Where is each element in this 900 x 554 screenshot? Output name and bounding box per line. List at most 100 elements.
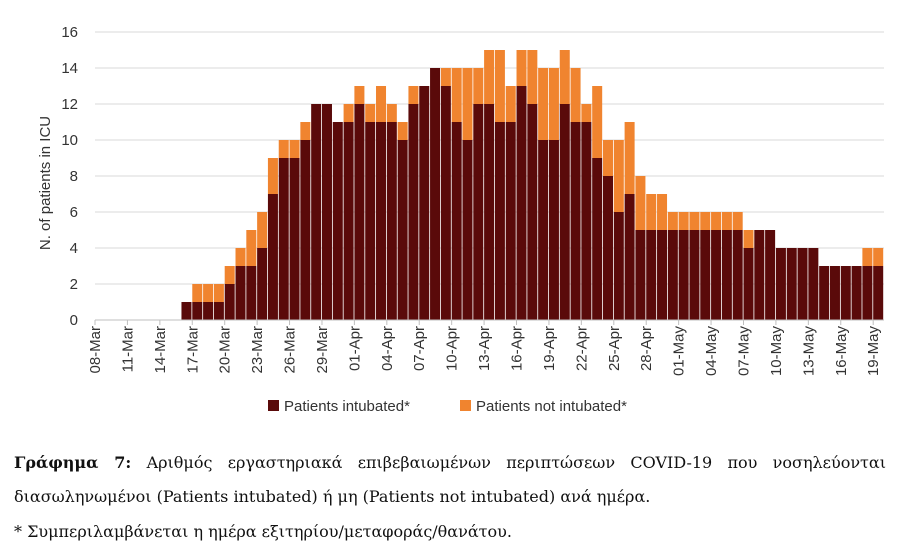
bar-intubated [689,230,700,320]
y-tick-label: 6 [70,204,78,221]
axes: 0 2 4 6 8 10 12 14 16 08-Mar 11-Mar 14-Mar 17-Mar 20-… [61,24,884,376]
y-tick-label: 12 [61,96,78,113]
x-tick-label: 26-Mar [282,326,299,374]
bar-intubated [192,302,203,320]
bar-not-intubated [678,212,689,230]
bar-intubated [300,140,311,320]
x-tick-label: 25-Apr [606,326,623,371]
bar-not-intubated [700,212,711,230]
bar-intubated [408,104,419,320]
bar-intubated [224,284,235,320]
bar-intubated [386,122,397,320]
bar-not-intubated [451,68,462,122]
bar-not-intubated [862,248,873,266]
bar-intubated [419,86,430,320]
bar-not-intubated [354,86,365,104]
bar-intubated [343,122,354,320]
x-tick-label: 22-Apr [573,326,590,371]
bar-intubated [376,122,387,320]
bar-not-intubated [408,86,419,104]
x-tick-label: 19-May [865,326,882,377]
y-tick-label: 10 [61,132,78,149]
y-tick-label: 16 [61,24,78,41]
bar-intubated [311,104,322,320]
x-tick-label: 10-Apr [444,326,461,371]
bar-not-intubated [624,122,635,194]
bar-not-intubated [300,122,311,140]
bar-not-intubated [235,248,246,266]
x-tick-label: 28-Apr [638,326,655,371]
bar-intubated [765,230,776,320]
bar-not-intubated [289,140,300,158]
bar-intubated [700,230,711,320]
x-tick-label: 08-Mar [87,326,104,374]
y-tick-label: 14 [61,60,78,77]
x-tick-label: 01-May [671,326,688,377]
caption-text-1: Αριθμός εργαστηριακά επιβεβαιωμένων περι… [146,453,886,472]
bar-not-intubated [667,212,678,230]
bar-not-intubated [548,68,559,140]
bar-intubated [743,248,754,320]
x-tick-label: 04-Apr [379,326,396,371]
bar-intubated [267,194,278,320]
bar-intubated [538,140,549,320]
bar-intubated [473,104,484,320]
bar-intubated [581,122,592,320]
bar-intubated [397,140,408,320]
bar-not-intubated [743,230,754,248]
bar-not-intubated [343,104,354,122]
bar-intubated [213,302,224,320]
bar-intubated [775,248,786,320]
bar-intubated [829,266,840,320]
bar-intubated [289,158,300,320]
bar-intubated [505,122,516,320]
bar-not-intubated [473,68,484,104]
bar-not-intubated [376,86,387,122]
bar-intubated [711,230,722,320]
bar-intubated [451,122,462,320]
bar-not-intubated [646,194,657,230]
bar-not-intubated [527,50,538,104]
bar-not-intubated [213,284,224,302]
legend: Patients intubated* Patients not intubate… [268,398,627,415]
x-tick-label: 19-Apr [541,326,558,371]
x-tick-label: 16-May [833,326,850,377]
bar-not-intubated [873,248,884,266]
bar-intubated [462,140,473,320]
bar-not-intubated [570,68,581,122]
bar-not-intubated [505,86,516,122]
bar-intubated [797,248,808,320]
bar-intubated [667,230,678,320]
bar-intubated [235,266,246,320]
bar-intubated [592,158,603,320]
bar-intubated [808,248,819,320]
bar-intubated [321,104,332,320]
bar-intubated [602,176,613,320]
y-tick-label: 4 [70,240,78,257]
bar-not-intubated [462,68,473,140]
bar-intubated [570,122,581,320]
bar-intubated [548,140,559,320]
bar-intubated [203,302,214,320]
bar-intubated [840,266,851,320]
bar-not-intubated [721,212,732,230]
bar-not-intubated [267,158,278,194]
x-tick-label: 20-Mar [217,326,234,374]
bar-intubated [246,266,257,320]
x-tick-label: 13-Apr [476,326,493,371]
bar-intubated [646,230,657,320]
bar-intubated [527,104,538,320]
x-tick-label: 10-May [768,326,785,377]
bar-intubated [278,158,289,320]
bar-not-intubated [516,50,527,86]
bar-not-intubated [440,68,451,86]
y-tick-label: 8 [70,168,78,185]
bar-intubated [678,230,689,320]
legend-label-not-intubated: Patients not intubated* [476,398,627,415]
bar-intubated [851,266,862,320]
bar-not-intubated [397,122,408,140]
bar-not-intubated [278,140,289,158]
bar-not-intubated [711,212,722,230]
bar-intubated [635,230,646,320]
bar-intubated [862,266,873,320]
